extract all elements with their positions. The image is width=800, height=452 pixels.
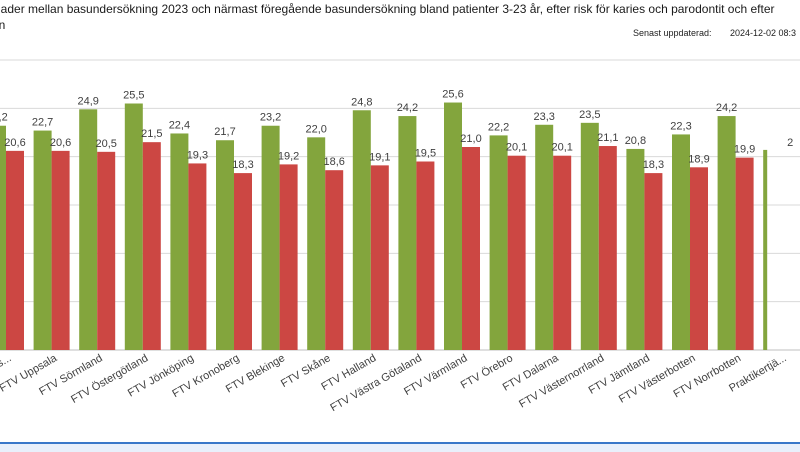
data-label: 24,9 [77, 95, 98, 107]
data-label: 18,3 [232, 159, 253, 171]
data-label: 20,8 [625, 135, 646, 147]
data-label: 2 [787, 137, 793, 149]
bar-series-2 [97, 151, 116, 350]
data-label: 23,2 [260, 112, 281, 124]
bar-series-2 [51, 150, 70, 350]
bar-series-1 [672, 134, 690, 350]
x-tick-label: FTV Östergötland [69, 352, 150, 406]
data-label: 20,6 [4, 137, 25, 149]
bar-series-2 [370, 165, 389, 350]
data-label: 19,9 [734, 144, 755, 156]
bar-series-2 [234, 173, 252, 350]
bar-series-1-partial [763, 149, 768, 350]
bar-series-1 [352, 110, 371, 351]
bar-series-1 [489, 135, 508, 350]
bar-series-2 [416, 161, 435, 350]
x-tick-label: FTV Västernorrland [517, 352, 606, 410]
data-label: 25,6 [442, 89, 463, 101]
bar-series-2 [690, 167, 708, 350]
bar-series-1 [717, 116, 736, 350]
data-label: 24,2 [716, 102, 737, 114]
bar-series-1 [216, 140, 234, 350]
data-label: 19,5 [415, 148, 436, 160]
data-label: 23,3 [533, 111, 554, 123]
data-label: 25,5 [123, 90, 144, 102]
bar-series-2 [142, 142, 161, 350]
bar-series-1 [33, 130, 52, 350]
data-label: 20,1 [551, 142, 572, 154]
bar-series-2 [6, 150, 24, 350]
data-label: 22,0 [305, 123, 326, 135]
bar-series-2 [507, 155, 526, 350]
bar-series-1 [444, 102, 462, 351]
data-label: 21,5 [141, 128, 162, 140]
bar-series-1 [261, 125, 280, 350]
data-label: 22,4 [169, 119, 190, 131]
bar-series-2 [644, 173, 663, 350]
data-label: 18,9 [688, 153, 709, 165]
bar-series-1 [79, 109, 98, 350]
bar-series-1 [124, 103, 143, 350]
bar-series-1 [0, 125, 6, 350]
data-label: 22,7 [32, 117, 53, 129]
data-label: 22,2 [488, 121, 509, 133]
bar-series-1 [626, 148, 645, 350]
bar-series-1 [580, 122, 599, 350]
data-label: 24,2 [397, 102, 418, 114]
bar-series-1 [170, 133, 189, 350]
data-label: 23,2 [0, 112, 8, 124]
bar-series-2 [598, 146, 617, 350]
data-label: 21,7 [214, 126, 235, 138]
data-label: 19,3 [187, 149, 208, 161]
data-label: 22,3 [670, 120, 691, 132]
bar-series-2 [325, 170, 344, 350]
bar-series-2 [188, 163, 207, 350]
last-updated-value: 2024-12-02 08:3 [730, 28, 797, 38]
bar-series-2 [553, 155, 572, 350]
data-label: 20,5 [95, 138, 116, 150]
chart-title-line-2: on [0, 18, 6, 32]
data-label: 19,2 [278, 150, 299, 162]
x-tick-label: FTV Västerbotten [617, 352, 698, 406]
chart-title-line-1: nader mellan basundersökning 2023 och nä… [0, 2, 775, 16]
bar-series-1 [398, 116, 417, 350]
bar-series-1 [535, 124, 554, 351]
data-label: 19,1 [369, 151, 390, 163]
last-updated-label: Senast uppdaterad: [633, 28, 712, 38]
bar-series-2 [279, 164, 298, 350]
data-label: 18,6 [323, 156, 344, 168]
data-label: 23,5 [579, 109, 600, 121]
data-label: 21,0 [460, 133, 481, 145]
bar-series-1 [307, 137, 326, 350]
data-label: 20,6 [50, 137, 71, 149]
data-label: 20,1 [506, 142, 527, 154]
bar-series-2 [735, 157, 754, 350]
bottom-scrollbar-strip [0, 442, 800, 452]
data-label: 18,3 [643, 159, 664, 171]
data-label: 21,1 [597, 132, 618, 144]
data-label: 24,8 [351, 96, 372, 108]
bar-series-2 [462, 147, 480, 350]
